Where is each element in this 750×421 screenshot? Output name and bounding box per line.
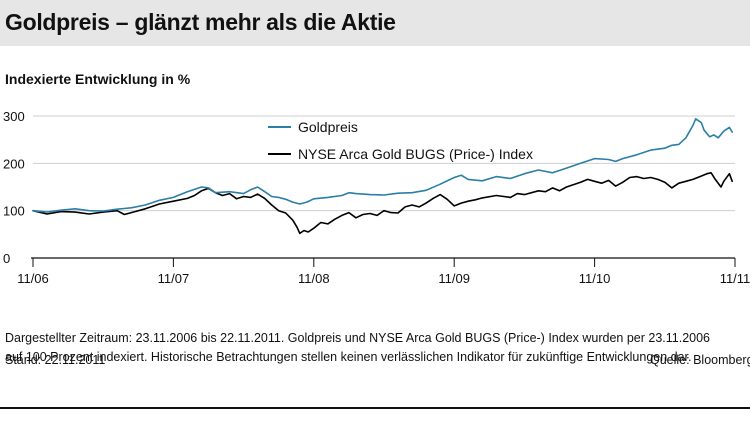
x-tick-label: 11/06 [17,271,49,286]
gridlines [33,115,735,212]
legend-label: Goldpreis [298,119,358,135]
footnote-line-2: auf 100 Prozent indexiert. Historische B… [5,350,692,364]
y-tick-label: 100 [3,204,25,219]
y-tick-label: 200 [3,156,25,171]
y-tick-label: 0 [3,251,10,266]
chart-title: Goldpreis – glänzt mehr als die Aktie [5,9,396,35]
x-tick-label: 11/11 [720,271,750,286]
x-tick-label: 11/08 [298,271,330,286]
legend: Goldpreis NYSE Arca Gold BUGS (Price-) In… [268,119,533,162]
title-bar: Goldpreis – glänzt mehr als die Aktie [0,0,750,46]
chart-subtitle: Indexierte Entwicklung in % [5,71,191,87]
footnote-line-1: Dargestellter Zeitraum: 23.11.2006 bis 2… [5,331,711,345]
x-tick-label: 11/10 [579,271,611,286]
axes: 0 100 200 300 11/06 11/07 11/08 11/09 11/10 11/11 [3,109,750,286]
x-tick-label: 11/07 [158,271,190,286]
x-tick-label: 11/09 [438,271,470,286]
series-line-gold-bugs [32,172,733,235]
line-chart: 0 100 200 300 11/06 11/07 11/08 11/09 11/10 11/11… [3,109,750,286]
series-line-goldpreis [32,118,733,213]
y-tick-label: 300 [3,109,25,124]
footnote: Dargestellter Zeitraum: 23.11.2006 bis 2… [5,329,750,367]
series-lines [32,118,733,235]
data-source: Quelle: Bloomberg [650,353,750,367]
as-of-date: Stand: 22.11.2011 [5,353,106,367]
bottom-rule [0,407,750,409]
legend-label: NYSE Arca Gold BUGS (Price-) Index [298,146,533,162]
